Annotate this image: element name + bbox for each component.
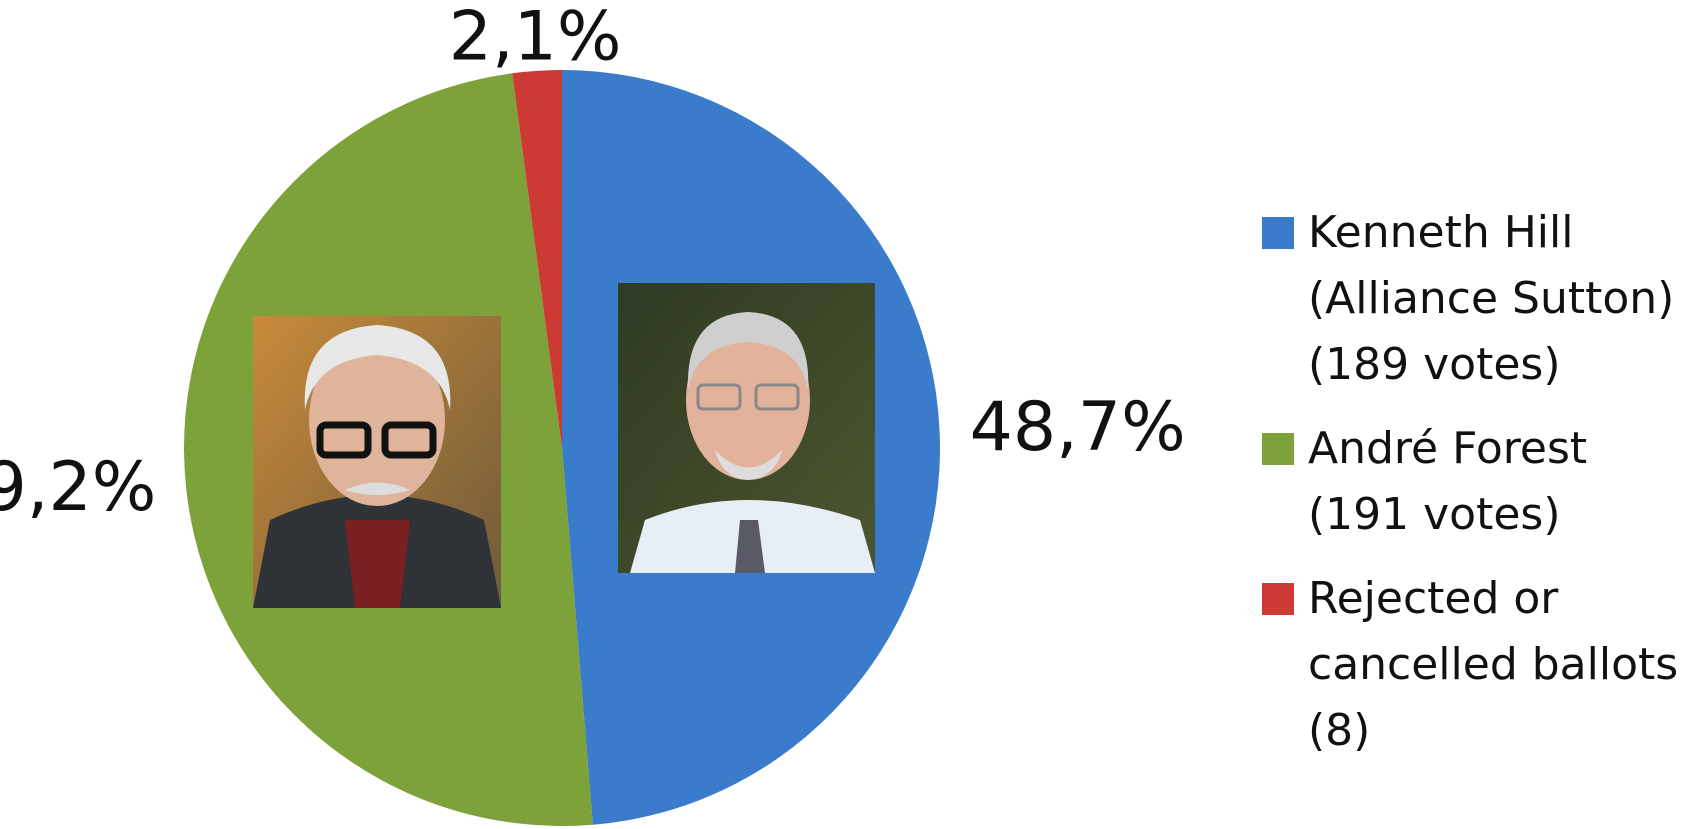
pie-slice [512,70,562,448]
legend-entry: André Forest (191 votes) [1262,416,1702,548]
legend-entry: Rejected or cancelled ballots (8) [1262,566,1702,764]
data-label: 49,2% [0,448,156,527]
legend: Kenneth Hill (Alliance Sutton) (189 vote… [1262,200,1702,782]
photo [618,283,875,573]
legend-swatch [1262,583,1294,615]
data-label: 48,7% [970,388,1186,467]
legend-label: Rejected or cancelled ballots (8) [1308,573,1679,756]
legend-label: André Forest (191 votes) [1308,423,1588,540]
legend-label: Kenneth Hill (Alliance Sutton) (189 vote… [1308,207,1675,390]
legend-swatch [1262,433,1294,465]
photo [253,316,501,608]
legend-entry: Kenneth Hill (Alliance Sutton) (189 vote… [1262,200,1702,398]
labels: 48,7% 49,2% 2,1% [0,0,1186,527]
data-label: 2,1% [449,0,622,76]
legend-swatch [1262,217,1294,249]
